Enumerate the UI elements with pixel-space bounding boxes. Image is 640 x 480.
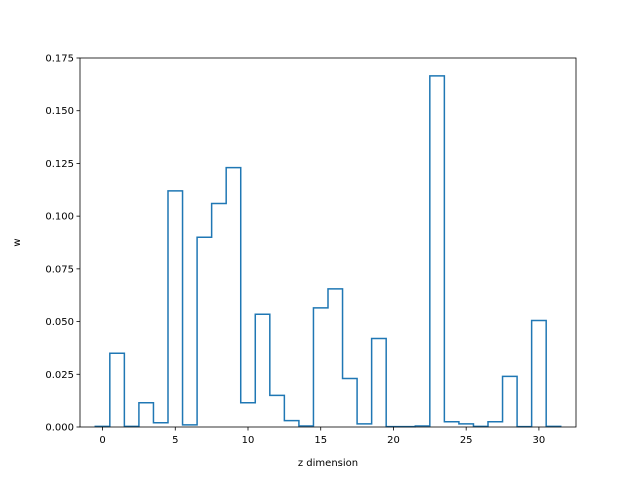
- x-axis-ticks: 0 5 10 15 20 25 30: [99, 427, 545, 446]
- y-tick-label: 0.150: [45, 106, 74, 117]
- bin-bar: [212, 203, 227, 427]
- bin-bar: [153, 423, 168, 427]
- y-tick-label: 0.075: [45, 264, 74, 275]
- bin-bar: [488, 422, 503, 427]
- x-tick-label: 30: [533, 435, 546, 446]
- series-step-line: [94, 75, 562, 428]
- bin-bar: [313, 308, 328, 427]
- bin-bar: [343, 379, 358, 427]
- x-tick-label: 5: [172, 435, 178, 446]
- bin-bar: [459, 424, 474, 427]
- axes-frame: [79, 57, 577, 428]
- bin-bar: [444, 422, 459, 427]
- bin-bar: [168, 191, 183, 427]
- bin-bar: [241, 403, 256, 427]
- bin-bar: [255, 314, 270, 427]
- x-tick-label: 20: [387, 435, 400, 446]
- y-tick-label: 0.100: [45, 212, 74, 223]
- bin-bar: [226, 168, 241, 427]
- y-tick-label: 0.175: [45, 54, 74, 65]
- y-tick-label: 0.125: [45, 159, 74, 170]
- y-axis-label: w: [12, 238, 23, 246]
- x-tick-label: 15: [314, 435, 327, 446]
- bin-bar: [284, 421, 299, 427]
- bin-bar: [532, 321, 547, 427]
- bin-bar: [328, 289, 343, 427]
- y-tick-label: 0.000: [45, 423, 74, 434]
- x-tick-label: 0: [99, 435, 105, 446]
- x-tick-label: 25: [460, 435, 473, 446]
- x-axis-label: z dimension: [298, 458, 358, 469]
- bin-bar: [110, 353, 125, 427]
- bin-bar: [197, 237, 212, 427]
- plot-area: [94, 75, 562, 428]
- x-tick-label: 10: [242, 435, 255, 446]
- bin-bar: [357, 424, 372, 427]
- bin-bar: [372, 338, 387, 427]
- bin-bar: [270, 395, 285, 427]
- y-tick-label: 0.050: [45, 317, 74, 328]
- y-tick-label: 0.025: [45, 370, 74, 381]
- y-axis-ticks: 0.000 0.025 0.050 0.075 0.100 0.125 0.150 0.175: [45, 54, 80, 434]
- bin-bar: [503, 376, 518, 427]
- bin-bar: [139, 403, 154, 427]
- bin-bar: [430, 76, 445, 427]
